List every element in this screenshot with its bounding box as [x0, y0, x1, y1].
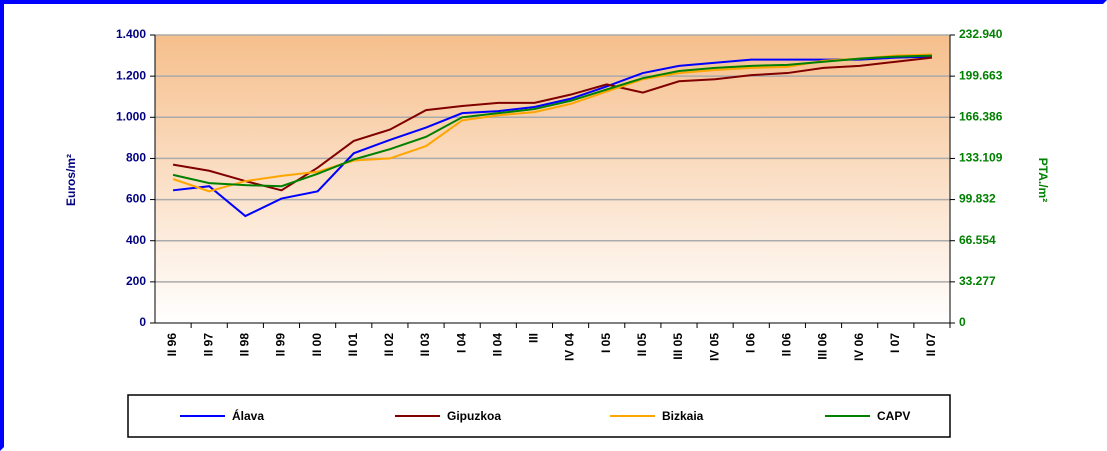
x-tick-label: II 01: [346, 333, 360, 357]
x-tick-label: II 05: [635, 333, 649, 357]
y2-tick-label: 33.277: [959, 274, 996, 288]
x-tick-label: I 06: [743, 333, 757, 353]
y2-axis-label: PTA./m²: [1036, 158, 1050, 202]
x-tick-label: II 00: [310, 333, 324, 357]
y-tick-label: 600: [126, 192, 146, 206]
x-tick-label: IV 06: [852, 333, 866, 361]
y-tick-label: 0: [139, 315, 146, 329]
x-tick-label: II 04: [490, 333, 504, 357]
legend: [127, 394, 951, 438]
legend-label: Álava: [232, 408, 264, 423]
x-tick-label: II 03: [418, 333, 432, 357]
series-line: [172, 55, 932, 218]
x-tick-label: IV 05: [707, 333, 721, 361]
x-tick-label: I 04: [454, 333, 468, 353]
x-tick-label: II 97: [201, 333, 215, 357]
y-tick-label: 800: [126, 151, 146, 165]
series-line: [172, 54, 932, 188]
y-axis-label: Euros/m²: [64, 154, 78, 206]
x-tick-label: II 02: [382, 333, 396, 357]
x-tick-label: II 06: [780, 333, 794, 357]
y-tick-label: 200: [126, 274, 146, 288]
x-tick-label: II 07: [924, 333, 938, 357]
x-tick-label: I 05: [599, 333, 613, 353]
legend-label: CAPV: [877, 409, 910, 423]
y-tick-label: 1.400: [116, 27, 146, 41]
x-tick-label: II 98: [238, 333, 252, 357]
y2-tick-label: 199.663: [959, 68, 1003, 82]
x-tick-label: III: [527, 333, 541, 343]
y2-tick-label: 0: [959, 315, 966, 329]
y2-tick-label: 232.940: [959, 27, 1003, 41]
y2-tick-label: 133.109: [959, 151, 1003, 165]
legend-label: Bizkaia: [662, 409, 704, 423]
x-tick-label: IV 04: [563, 333, 577, 361]
y-tick-label: 400: [126, 233, 146, 247]
plot-area: [155, 35, 950, 323]
x-tick-label: I 07: [888, 333, 902, 353]
x-tick-label: III 05: [671, 333, 685, 360]
legend-label: Gipuzkoa: [447, 409, 501, 423]
x-tick-label: III 06: [816, 333, 830, 360]
y-tick-label: 1.000: [116, 109, 146, 123]
x-tick-label: II 96: [165, 333, 179, 357]
y2-tick-label: 166.386: [959, 109, 1003, 123]
y-tick-label: 1.200: [116, 68, 146, 82]
x-tick-label: II 99: [274, 333, 288, 357]
y2-tick-label: 66.554: [959, 233, 996, 247]
y2-tick-label: 99.832: [959, 192, 996, 206]
